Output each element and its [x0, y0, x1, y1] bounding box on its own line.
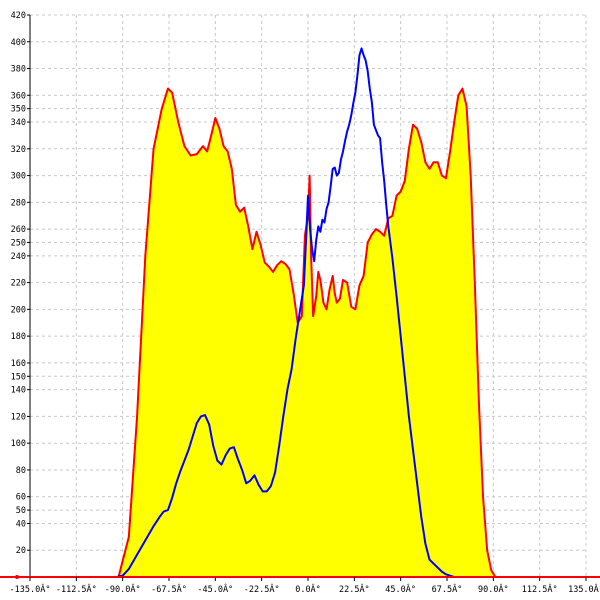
y-tick-label: 80 [16, 466, 26, 476]
x-tick-label: 90.0Â° [478, 583, 509, 595]
x-tick-label: 135.0Â° [568, 583, 600, 595]
series-fill-layer [30, 88, 586, 577]
y-tick-label: 350 [11, 105, 26, 115]
x-tick-label: 112.5Â° [522, 583, 558, 595]
x-tick-label: 45.0Â° [385, 583, 416, 595]
y-tick-label: 180 [11, 332, 26, 342]
y-tick-label: 140 [11, 386, 26, 396]
x-tick-label: -67.5Â° [151, 583, 187, 595]
y-tick-label: 100 [11, 439, 26, 449]
x-tick-label: -90.0Â° [105, 583, 141, 595]
y-tick-labels: 20 40 50 60 80 100 120 140 150 160 180 200 220 240 250… [11, 11, 30, 556]
y-tick-label: 260 [11, 225, 26, 235]
x-tick-label: -45.0Â° [197, 583, 233, 595]
y-tick-label: 420 [11, 11, 26, 21]
y-tick-label: 120 [11, 412, 26, 422]
y-tick-label: 50 [16, 506, 26, 516]
x-tick-label: 67.5Â° [432, 583, 463, 595]
y-tick-label: 320 [11, 145, 26, 155]
y-tick-label: 240 [11, 252, 26, 262]
y-tick-label: 220 [11, 279, 26, 289]
baseline-marker [15, 575, 19, 579]
x-tick-label: 0.0Â° [295, 583, 321, 595]
y-tick-label: 200 [11, 305, 26, 315]
x-tick-label: -112.5Â° [56, 583, 97, 595]
y-tick-label: 360 [11, 91, 26, 101]
x-tick-label: 22.5Â° [339, 583, 370, 595]
y-tick-label: 20 [16, 546, 26, 556]
y-tick-label: 150 [11, 372, 26, 382]
y-tick-label: 40 [16, 519, 26, 529]
y-tick-label: 60 [16, 493, 26, 503]
series-0-line [30, 87, 586, 578]
y-tick-label: 380 [11, 65, 26, 75]
series-0-area [30, 88, 586, 577]
y-tick-label: 160 [11, 359, 26, 369]
y-tick-label: 300 [11, 172, 26, 182]
x-tick-labels: -135.0Â° -112.5Â° -90.0Â° -67.5Â° -45.0Â° -22… [10, 577, 600, 595]
y-tick-label: 250 [11, 238, 26, 248]
y-tick-label: 280 [11, 198, 26, 208]
y-tick-label: 400 [11, 38, 26, 48]
series-line-layer [30, 47, 586, 578]
x-tick-label: -22.5Â° [244, 583, 280, 595]
x-tick-label: -135.0Â° [10, 583, 51, 595]
series-1-line [30, 47, 586, 578]
y-tick-label: 340 [11, 118, 26, 128]
